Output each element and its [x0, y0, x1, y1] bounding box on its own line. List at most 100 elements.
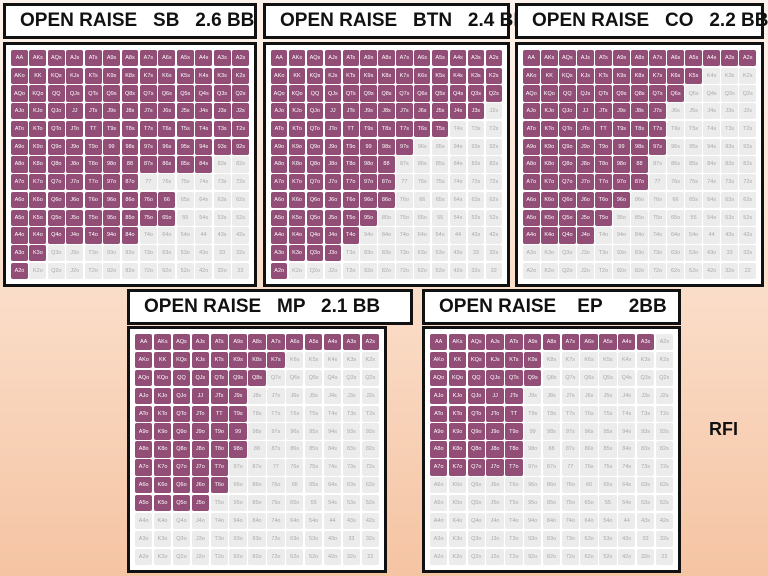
hand-cell: J7o — [324, 174, 342, 191]
hand-cell: A3o — [11, 245, 28, 262]
hand-cell: 44 — [618, 512, 636, 530]
hand-cell: J8s — [378, 103, 395, 120]
hand-cell: T2s — [232, 120, 249, 138]
hand-cell: 65o — [158, 209, 176, 226]
hand-cell: K5s — [304, 351, 323, 369]
hand-cell: JTs — [342, 103, 359, 120]
hand-cell: 86o — [121, 191, 139, 209]
hand-cell: 82s — [655, 441, 673, 458]
hand-cell: QTs — [210, 369, 228, 387]
chart-mp: AA AKs AQs AJs ATs A9s A8s A7s A6s A5s A4s A3s A2s AK… — [127, 326, 387, 573]
hand-cell: 87s — [267, 441, 285, 458]
hand-cell: AQo — [430, 369, 448, 387]
hand-cell: K6s — [580, 351, 598, 369]
hand-cell: J7s — [561, 387, 579, 405]
hand-cell: K7o — [288, 174, 306, 191]
hand-cell: AKo — [135, 351, 153, 369]
hand-cell: Q9o — [467, 423, 485, 440]
hand-cell: T2o — [342, 262, 359, 279]
hand-cell: 32s — [232, 245, 249, 262]
hand-cell: K2o — [541, 262, 558, 279]
hand-cell: T8o — [84, 156, 102, 173]
hand-cell: AA — [11, 50, 28, 67]
hand-cell: 75s — [599, 459, 617, 476]
hand-cell: 33 — [721, 245, 738, 262]
hand-cell: J3s — [721, 103, 738, 120]
hand-cell: KTo — [153, 405, 172, 422]
hand-cell: 97s — [649, 138, 666, 155]
hand-cell: Q4s — [195, 85, 213, 102]
hand-cell: Q9o — [47, 138, 65, 155]
hand-cell: KK — [29, 67, 47, 84]
hand-cell: T9o — [84, 138, 102, 155]
hand-cell: 54o — [685, 227, 702, 244]
hand-cell: KQs — [172, 351, 191, 369]
hand-cell: Q6o — [306, 191, 324, 209]
hand-cell: T2o — [84, 262, 102, 279]
hand-cell: QTo — [306, 120, 324, 138]
hand-cell: 83s — [636, 441, 655, 458]
hand-cell: AKs — [153, 334, 172, 351]
hand-cell: 66 — [667, 191, 684, 209]
hand-cell: 76s — [158, 174, 176, 191]
hand-cell: 98s — [542, 423, 561, 440]
hand-cell: A9o — [11, 138, 28, 155]
hand-cell: 94s — [449, 138, 467, 155]
hand-cell: A9o — [523, 138, 540, 155]
hand-cell: J9o — [577, 138, 594, 155]
hand-cell: 64s — [449, 191, 467, 209]
hand-cell: 62o — [286, 548, 304, 565]
hand-cell: 63o — [414, 245, 431, 262]
hand-cell: QJo — [306, 103, 324, 120]
hand-cell: 52o — [304, 548, 323, 565]
hand-cell: 43s — [467, 227, 485, 244]
hand-cell: K6s — [286, 351, 304, 369]
hand-cell: 84o — [378, 227, 395, 244]
hand-cell: 83s — [213, 156, 231, 173]
hand-cell: A4o — [271, 227, 288, 244]
hand-cell: K3o — [29, 245, 47, 262]
hand-cell: 74s — [195, 174, 213, 191]
hand-cell: K2o — [448, 548, 467, 565]
hand-cell: 53s — [342, 494, 361, 512]
hand-cell: 95s — [685, 138, 702, 155]
hand-cell: T3o — [210, 530, 228, 548]
hand-cell: KK — [288, 67, 306, 84]
hand-cell: J3o — [191, 530, 210, 548]
hand-cell: 63s — [342, 477, 361, 494]
hand-cell: K3s — [721, 67, 738, 84]
hand-cell: QTo — [467, 405, 485, 422]
hand-cell: K4o — [288, 227, 306, 244]
hand-cell: Q8o — [306, 156, 324, 173]
hand-cell: T6s — [158, 120, 176, 138]
hand-cell: A5o — [135, 494, 153, 512]
hand-cell: K3s — [636, 351, 655, 369]
hand-cell: 74o — [267, 512, 285, 530]
hand-cell: AQs — [172, 334, 191, 351]
hand-cell: T2o — [595, 262, 612, 279]
hand-cell: KK — [448, 351, 467, 369]
hand-cell: T9s — [524, 405, 542, 422]
hand-cell: J9o — [66, 138, 84, 155]
hand-cell: QQ — [172, 369, 191, 387]
hand-cell: 52o — [599, 548, 617, 565]
hand-cell: J5s — [176, 103, 194, 120]
hand-cell: Q9o — [172, 423, 191, 440]
hand-cell: K9o — [448, 423, 467, 440]
hand-cell: K9s — [103, 67, 121, 84]
hand-cell: Q5s — [304, 369, 323, 387]
hand-cell: J6o — [486, 477, 504, 494]
hand-cell: Q8s — [248, 369, 266, 387]
hand-cell: Q9s — [524, 369, 542, 387]
hand-cell: K5s — [431, 67, 449, 84]
hand-cell: T8s — [378, 120, 395, 138]
hand-cell: Q2o — [306, 262, 324, 279]
hand-cell: 94o — [103, 227, 121, 244]
hand-cell: 32o — [342, 548, 361, 565]
hand-cell: J4o — [324, 227, 342, 244]
hand-cell: KJo — [288, 103, 306, 120]
hand-cell: J8s — [248, 387, 266, 405]
hand-cell: K2s — [655, 351, 673, 369]
hand-cell: J8s — [542, 387, 561, 405]
hand-cell: 92s — [232, 138, 249, 155]
